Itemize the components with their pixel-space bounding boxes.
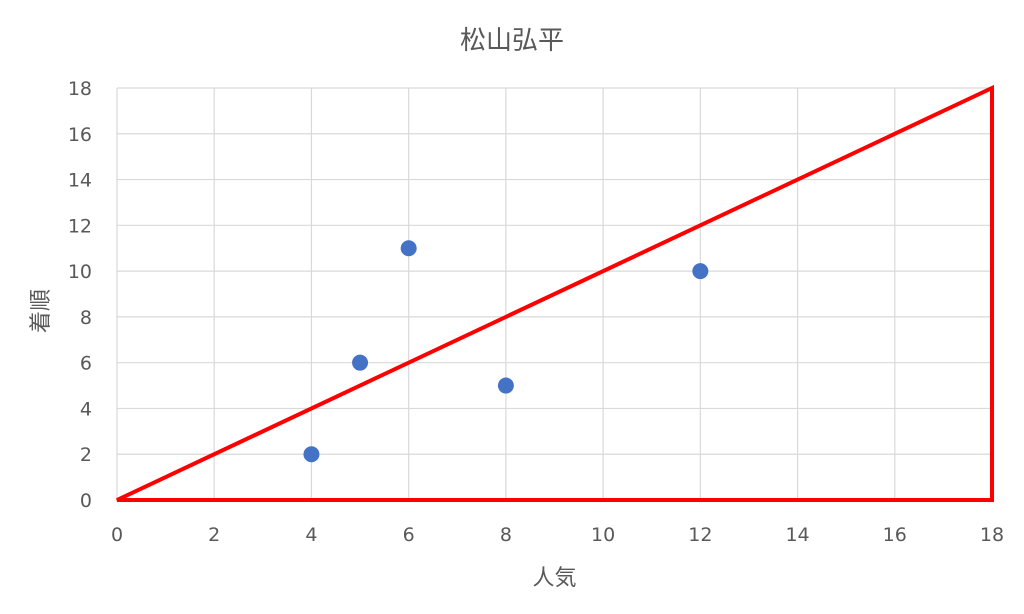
x-tick-label: 12: [688, 524, 712, 546]
x-tick-label: 14: [785, 524, 809, 546]
x-tick-label: 16: [883, 524, 907, 546]
x-tick-label: 2: [208, 524, 220, 546]
data-point: [303, 446, 320, 463]
y-axis-ticks: 0 2 4 6 8 10 12 14 16 18: [68, 78, 92, 512]
x-tick-label: 4: [305, 524, 317, 546]
x-tick-label: 6: [403, 524, 415, 546]
y-tick-label: 14: [68, 170, 92, 192]
y-tick-label: 10: [68, 261, 92, 283]
y-tick-label: 8: [80, 307, 92, 329]
y-tick-label: 4: [80, 398, 92, 420]
y-tick-label: 16: [68, 124, 92, 146]
y-tick-label: 12: [68, 215, 92, 237]
y-axis-label: 着順: [29, 289, 54, 334]
y-tick-label: 2: [80, 444, 92, 466]
x-tick-label: 8: [500, 524, 512, 546]
data-points: [303, 240, 709, 463]
annotation-triangle: [116, 84, 994, 502]
y-tick-label: 0: [80, 490, 92, 512]
x-axis-label: 人気: [532, 566, 577, 591]
x-tick-label: 10: [591, 524, 615, 546]
y-tick-label: 18: [68, 78, 92, 100]
data-point: [497, 377, 514, 394]
y-tick-label: 6: [80, 353, 92, 375]
annotation-triangle-shape: [116, 84, 994, 502]
x-axis-ticks: 0 2 4 6 8 10 12 14 16 18: [111, 524, 1004, 546]
data-point: [400, 240, 417, 257]
data-point: [692, 263, 709, 280]
chart-title: 松山弘平: [459, 26, 564, 56]
x-tick-label: 18: [980, 524, 1004, 546]
x-tick-label: 0: [111, 524, 123, 546]
data-point: [352, 354, 369, 371]
